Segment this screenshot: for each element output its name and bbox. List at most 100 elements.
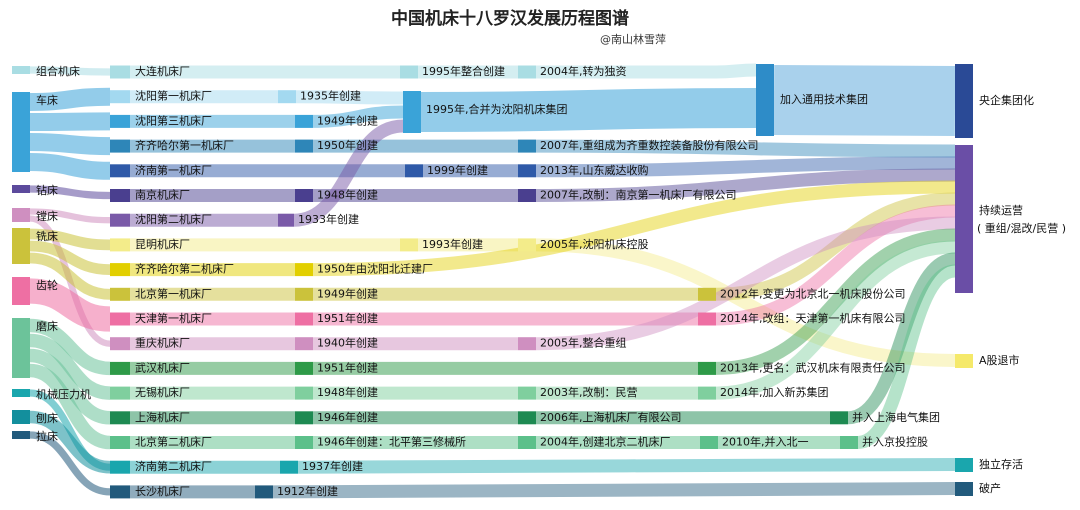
event-node <box>255 485 273 499</box>
event-node <box>840 436 858 449</box>
event-node <box>518 386 536 400</box>
merge-label-shenyang: 1995年,合并为沈阳机床集团 <box>426 102 568 116</box>
event-node <box>518 238 536 252</box>
event-node <box>295 411 313 425</box>
outcome-node <box>955 145 973 293</box>
event-label: 1999年创建 <box>427 163 488 177</box>
event-node <box>698 361 716 375</box>
event-label: 1946年创建：北平第三修械所 <box>317 435 466 449</box>
event-node <box>295 436 313 449</box>
event-node <box>295 312 313 326</box>
event-node <box>405 164 423 178</box>
outcome-flow <box>312 180 956 277</box>
category-label: 刨床 <box>36 411 58 425</box>
outcome-label: 独立存活 <box>979 457 1023 471</box>
outcome-flow <box>272 482 956 499</box>
category-flow <box>29 318 111 376</box>
event-label: 1912年创建 <box>277 484 338 498</box>
factory-node <box>110 436 130 449</box>
event-label: 2012年,变更为北京北一机床股份公司 <box>720 286 906 300</box>
factory-label: 重庆机床厂 <box>135 336 190 350</box>
factory-node <box>110 90 130 104</box>
factory-node <box>110 485 130 499</box>
merge-flow <box>295 90 404 105</box>
category-flow <box>29 278 111 332</box>
event-label: 2007年,改制：南京第一机床厂有限公司 <box>540 188 737 202</box>
category-label: 组合机床 <box>36 64 80 78</box>
merge-node-shenyang <box>403 91 421 133</box>
category-label: 拉床 <box>36 429 58 443</box>
event-node <box>518 436 536 449</box>
event-label: 1950年创建 <box>317 138 378 152</box>
event-node <box>518 139 536 153</box>
event-node <box>295 114 313 128</box>
category-node <box>12 208 30 222</box>
event-label: 1950年由沈阳北迁建厂 <box>317 262 433 276</box>
category-flow <box>29 66 111 76</box>
category-flow <box>29 112 111 131</box>
outcome-flow <box>856 264 957 449</box>
factory-node <box>110 114 130 128</box>
event-label: 1993年创建 <box>422 237 483 251</box>
category-node <box>12 185 30 193</box>
outcome-flow <box>715 204 956 326</box>
category-node <box>12 66 30 74</box>
factory-label: 长沙机床厂 <box>135 484 190 498</box>
event-node <box>295 361 313 375</box>
outcome-node <box>955 354 973 368</box>
factory-label: 上海机床厂 <box>135 410 190 424</box>
category-label: 镗床 <box>36 209 58 223</box>
category-flow <box>29 252 111 300</box>
event-node <box>295 337 313 351</box>
factory-node <box>110 238 130 252</box>
outcome-node <box>955 64 973 138</box>
category-flow <box>29 410 111 474</box>
event-label: 2004年,创建北京二机床厂 <box>540 435 671 449</box>
factory-label: 济南第一机床厂 <box>135 163 212 177</box>
category-flow <box>29 240 111 275</box>
category-flow <box>29 153 111 180</box>
category-node <box>12 389 30 397</box>
event-label: 1948年创建 <box>317 385 378 399</box>
event-label: 1949年创建 <box>317 113 378 127</box>
event-label: 2006年,上海机床厂有限公司 <box>540 410 682 424</box>
outcome-flow <box>773 65 956 136</box>
outcome-flow <box>535 216 956 351</box>
factory-node <box>110 189 130 202</box>
event-label: 并入上海电气集团 <box>852 410 940 424</box>
event-node <box>518 411 536 425</box>
page-title: 中国机床十八罗汉发展历程图谱 <box>391 9 629 29</box>
factory-node <box>110 386 130 400</box>
outcome-flow <box>535 139 956 158</box>
merge-flow <box>420 88 757 132</box>
event-label: 1946年创建 <box>317 410 378 424</box>
factory-label: 北京第二机床厂 <box>135 435 212 449</box>
factory-node <box>110 361 130 375</box>
merge-flow <box>293 119 404 227</box>
factory-label: 齐齐哈尔第二机床厂 <box>135 262 234 276</box>
category-flow <box>29 133 111 156</box>
factory-node <box>110 312 130 326</box>
page-subtitle: @南山林雪萍 <box>600 33 666 46</box>
event-label: 2014年,改组：天津第一机床有限公司 <box>720 311 906 325</box>
event-label: 2004年,转为独资 <box>540 64 627 78</box>
event-label: 2010年,并入北一 <box>722 435 809 449</box>
factory-label: 北京第一机床厂 <box>135 286 212 300</box>
event-label: 2013年,更名：武汉机床有限责任公司 <box>720 360 906 374</box>
event-label: 1951年创建 <box>317 311 378 325</box>
merge-node-general-tech <box>756 64 774 136</box>
outcome-label: 破产 <box>979 481 1001 495</box>
outcome-flow <box>715 192 956 301</box>
event-node <box>295 287 313 301</box>
event-label: 1933年创建 <box>298 212 359 226</box>
outcome-flow <box>297 458 956 474</box>
outcome-flow <box>535 168 956 202</box>
event-node <box>698 312 716 326</box>
event-label: 1940年创建 <box>317 336 378 350</box>
category-label: 齿轮 <box>36 278 58 292</box>
category-label: 磨床 <box>36 319 58 333</box>
outcome-flow <box>847 252 956 425</box>
category-node <box>12 318 30 378</box>
